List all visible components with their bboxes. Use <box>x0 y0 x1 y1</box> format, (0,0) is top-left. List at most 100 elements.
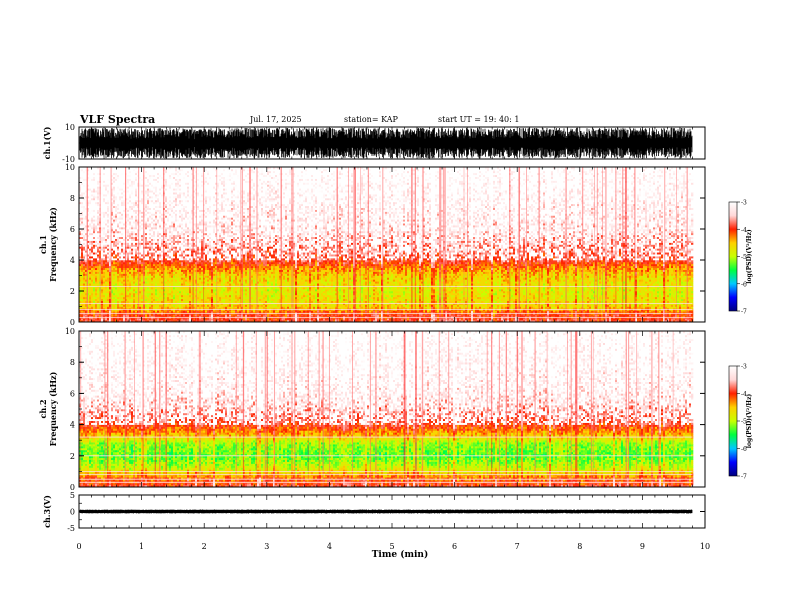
ch1-spectrogram-cell <box>129 310 131 312</box>
ch1-spectrogram-cell <box>155 270 157 272</box>
ch1-spectrogram-cell <box>179 171 181 173</box>
ch1-spectrogram-cell <box>189 192 191 194</box>
ch1-spectrogram-cell <box>123 181 125 183</box>
ch1-spectrogram-cell <box>119 177 121 179</box>
ch1-spectrogram-cell <box>133 268 135 270</box>
ch1-spectrogram-cell <box>97 314 99 316</box>
ch1-spectrogram-cell <box>199 190 201 192</box>
ch1-spectrogram-cell <box>139 215 141 217</box>
ch1-spectrogram-cell <box>147 281 149 283</box>
ch1-spectrogram-cell <box>119 196 121 198</box>
ch1-spectrogram-cell <box>157 196 159 198</box>
ch1-spectrogram-cell <box>181 208 183 210</box>
ch1-spectrogram-cell <box>145 177 147 179</box>
ch1-spectrogram-cell <box>165 212 167 214</box>
ch1-spectrogram-cell <box>169 188 171 190</box>
ch1-spectrogram-cell <box>183 258 185 260</box>
ch1-spectrogram-cell <box>199 262 201 264</box>
ch1-spectrogram-cell <box>199 237 201 239</box>
ch1-spectrogram-cell <box>159 295 161 297</box>
ch1-spectrogram-cell <box>175 188 177 190</box>
ch1-spectrogram-cell <box>95 310 97 312</box>
ch1-spectrogram-cell <box>155 184 157 186</box>
ch1-spectrogram-cell <box>135 276 137 278</box>
ch1-spectrogram-cell <box>127 314 129 316</box>
ch1-spectrogram-cell <box>173 210 175 212</box>
ch1-spectrogram-cell <box>101 204 103 206</box>
ch1-spectrogram-cell <box>171 186 173 188</box>
ch1-spectrogram-cell <box>89 264 91 266</box>
ch1-spectrogram-cell <box>83 212 85 214</box>
ch1-spectrogram-cell <box>127 183 129 185</box>
ch1-spectrogram-cell <box>173 252 175 254</box>
ch1-spectrogram-cell <box>161 310 163 312</box>
ch1-spectrogram-cell <box>113 237 115 239</box>
ch1-spectrogram-cell <box>89 186 91 188</box>
ch1-spectrogram-cell <box>181 169 183 171</box>
ch1-spectrogram-cell <box>135 277 137 279</box>
ch1-spectrogram-cell <box>141 198 143 200</box>
ch1-spectrogram-cell <box>149 219 151 221</box>
ch1-spectrogram-cell <box>105 196 107 198</box>
ch1-spectrogram-cell <box>147 219 149 221</box>
ch1-spectrogram-cell <box>139 217 141 219</box>
ch1-spectrogram-cell <box>161 194 163 196</box>
ch1-spectrogram-cell <box>157 246 159 248</box>
ch1-spectrogram-cell <box>129 246 131 248</box>
ch1-spectrogram-cell <box>149 277 151 279</box>
ch1-spectrogram-cell <box>199 287 201 289</box>
ch1-spectrogram-cell <box>173 276 175 278</box>
ch1-spectrogram-cell <box>101 258 103 260</box>
ch1-spectrogram-cell <box>181 179 183 181</box>
ch1-spectrogram-cell <box>167 293 169 295</box>
ch1-spectrogram-cell <box>115 246 117 248</box>
ch1-spectrogram-cell <box>189 173 191 175</box>
ch1-spectrogram-cell <box>171 307 173 309</box>
ch1-spectrogram-cell <box>197 214 199 216</box>
ch1-spectrogram-cell <box>119 301 121 303</box>
ch1-spectrogram-cell <box>97 291 99 293</box>
ch1-spectrogram-cell <box>135 252 137 254</box>
ch1-spectrogram-cell <box>197 310 199 312</box>
ch1-spectrogram-cell <box>147 241 149 243</box>
ch1-spectrogram-cell <box>107 215 109 217</box>
ch1-spectrogram-cell <box>149 177 151 179</box>
ch1-spectrogram-cell <box>173 318 175 320</box>
ch1-spectrogram-cell <box>83 318 85 320</box>
ch1-spectrogram-cell <box>121 295 123 297</box>
ch1-spectrogram-cell <box>113 272 115 274</box>
ch1-spectrogram-cell <box>135 215 137 217</box>
ch1-spectrogram-cell <box>157 281 159 283</box>
ch1-spectrogram-cell <box>151 188 153 190</box>
ch1-spectrogram-cell <box>187 274 189 276</box>
ch1-spectrogram-cell <box>189 266 191 268</box>
ch1-spectrogram-cell <box>121 272 123 274</box>
ch1-spectrogram-cell <box>131 183 133 185</box>
ch1-spectrogram-cell <box>149 204 151 206</box>
ch1-spectrogram-cell <box>149 283 151 285</box>
ch1-spectrogram-cell <box>175 281 177 283</box>
ch1-spectrogram-cell <box>133 270 135 272</box>
ch1-spectrogram-cell <box>181 314 183 316</box>
ch1-spectrogram-cell <box>127 208 129 210</box>
ch1-spectrogram-cell <box>197 260 199 262</box>
ch1-spectrogram-cell <box>183 293 185 295</box>
ch1-spectrogram-cell <box>103 281 105 283</box>
ch1-spectrogram-cell <box>183 268 185 270</box>
ch1-spectrogram-cell <box>167 287 169 289</box>
ch1-spectrogram-cell <box>97 215 99 217</box>
ch1-spectrogram-cell <box>197 177 199 179</box>
ch1-spectrogram-cell <box>187 297 189 299</box>
ch1-spectrogram-cell <box>187 206 189 208</box>
ch1-spectrogram-cell <box>103 217 105 219</box>
ch1-spectrogram-cell <box>135 314 137 316</box>
ch1-spectrogram-cell <box>83 184 85 186</box>
ch1-spectrogram-cell <box>187 202 189 204</box>
ch1-spectrogram-cell <box>147 198 149 200</box>
ch1-spectrogram-cell <box>141 266 143 268</box>
ch1-spectrogram-cell <box>97 256 99 258</box>
ch1-spectrogram-cell <box>123 287 125 289</box>
ch1-spectrogram-cell <box>149 264 151 266</box>
ch1-spectrogram-cell <box>105 314 107 316</box>
ch1-spectrogram-cell <box>115 233 117 235</box>
